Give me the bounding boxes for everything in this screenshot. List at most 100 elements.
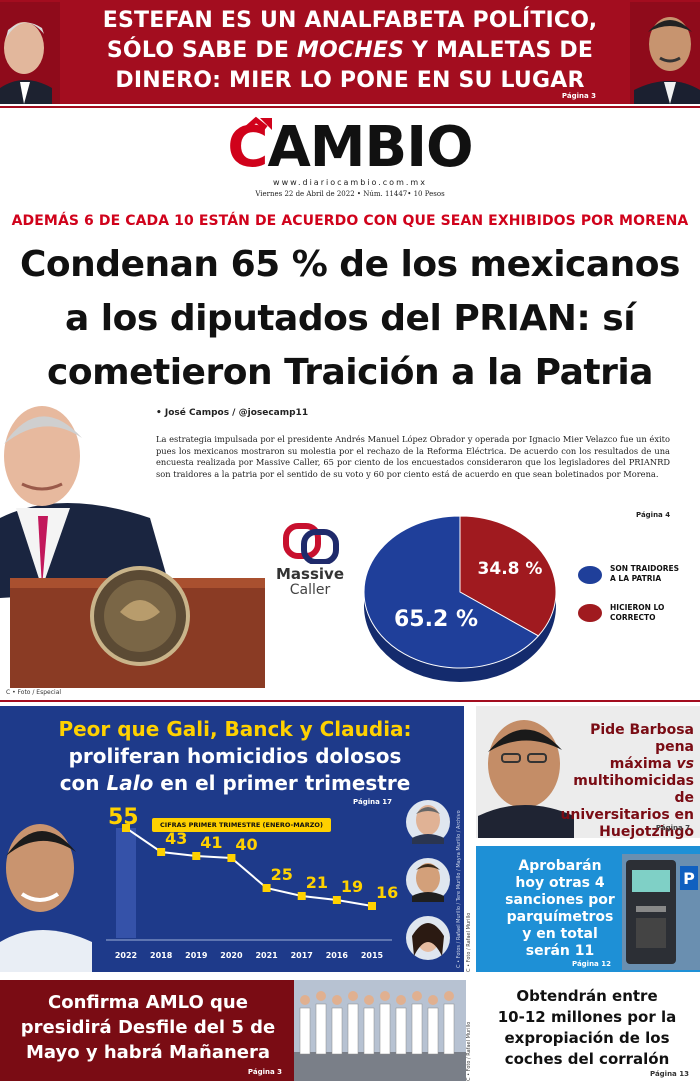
main-headline[interactable]: Condenan 65 % de los mexicanos a los dip… [10, 238, 690, 400]
line-chart-series [125, 827, 373, 907]
amlo-line-2: presidirá Desfile del 5 de [20, 1017, 276, 1038]
line-chart-point-2 [192, 852, 201, 860]
main-story-body: La estrategia impulsada por el president… [156, 434, 670, 479]
amlo-line-1: Confirma AMLO que [48, 992, 248, 1013]
line-chart-category-1: 2018 [150, 951, 173, 960]
barbosa-story[interactable]: Pide Barbosa pena máxima vs multihomicid… [476, 706, 700, 841]
homicide-line-chart[interactable]: 55 2022 43 2018 41 2019 40 2020 25 2021 21 2017 19 20… [0, 706, 464, 972]
line-chart-category-4: 2021 [255, 951, 278, 960]
parking-line-6: serán 11 [525, 943, 595, 959]
svg-text:P: P [683, 869, 695, 888]
pie-slices [363, 515, 557, 682]
homicide-headline-line-3: con Lalo en el primer trimestre [20, 770, 450, 797]
mier-photo [630, 2, 700, 104]
byline[interactable]: • José Campos / @josecamp11 [156, 408, 309, 418]
top-banner-line-2c: Y MALETAS DE [404, 38, 594, 63]
line-chart-category-7: 2015 [361, 951, 384, 960]
homicide-page-ref: Página 17 [353, 798, 392, 806]
homicide-headline-line-1: Peor que Gali, Banck y Claudia: [58, 717, 412, 741]
top-banner-line-2: SÓLO SABE DE MOCHES Y MALETAS DE [72, 36, 628, 66]
homicide-headline[interactable]: Peor que Gali, Banck y Claudia: prolifer… [20, 716, 450, 797]
homicide-headline-line-3a: con [59, 771, 107, 795]
corralon-line-2: 10-12 millones por la [497, 1008, 677, 1026]
homicide-headline-line-3c: en el primer trimestre [153, 771, 411, 795]
legend-swatch-traidores [578, 566, 602, 584]
main-photo-credit: C • Foto / Especial [6, 689, 62, 696]
website[interactable]: www.diariocambio.com.mx [273, 178, 427, 187]
barbosa-headline: Pide Barbosa pena máxima vs multihomicid… [556, 722, 694, 841]
lalo-photo [0, 824, 92, 972]
legend-label-correcto: HICIERON LO CORRECTO [610, 603, 664, 623]
parking-line-4: parquímetros [506, 909, 614, 925]
line-chart-category-5: 2017 [291, 951, 313, 960]
barbosa-line-3: multihomicidas de [573, 773, 694, 806]
chart-label: CIFRAS PRIMER TRIMESTRE (ENERO-MARZO) [152, 818, 331, 832]
homicide-photo-credit: C • Fotos / Rafael Murillo / Tere Murill… [456, 810, 462, 968]
top-banner-line-1: ESTEFAN ES UN ANALFABETA POLÍTICO, [102, 8, 598, 33]
line-chart-marks: 55 2022 43 2018 41 2019 40 2020 25 2021 21 2017 19 20… [108, 805, 398, 960]
poll-pie-chart[interactable]: 65.2 % 34.8 % [360, 508, 570, 688]
line-chart-value-1: 43 [165, 829, 187, 848]
pie-slice-1 [459, 515, 557, 637]
parking-story[interactable]: Aprobarán hoy otras 4 sanciones por parq… [476, 846, 700, 972]
barbosa-photo [478, 720, 574, 838]
line-chart-value-3: 40 [235, 835, 257, 854]
estefan-photo [0, 2, 60, 104]
line-chart-category-0: 2022 [115, 951, 137, 960]
corralon-story[interactable]: Obtendrán entre 10-12 millones por la ex… [484, 986, 690, 1070]
barbosa-line-2b: vs [676, 756, 694, 772]
parking-meter-photo: P [622, 854, 700, 970]
masthead-divider [0, 106, 700, 108]
barbosa-line-4: universitarios en [560, 807, 694, 823]
legend-label-correcto-1: HICIERON LO [610, 603, 665, 612]
legend-label-correcto-2: CORRECTO [610, 613, 656, 622]
homicide-headline-line-2: proliferan homicidios dolosos [68, 744, 402, 768]
logo-arrow-icon [238, 116, 272, 136]
corralon-line-3: expropiación de los [504, 1029, 670, 1047]
top-banner[interactable]: ESTEFAN ES UN ANALFABETA POLÍTICO, SÓLO … [0, 0, 700, 104]
homicide-story[interactable]: Peor que Gali, Banck y Claudia: prolifer… [0, 706, 464, 972]
top-banner-headline[interactable]: ESTEFAN ES UN ANALFABETA POLÍTICO, SÓLO … [72, 6, 628, 96]
main-kicker: ADEMÁS 6 DE CADA 10 ESTÁN DE ACUERDO CON… [11, 213, 689, 229]
parade-illustration [294, 980, 466, 1081]
amlo-headline: Confirma AMLO que presidirá Desfile del … [8, 990, 288, 1065]
main-headline-line-3: cometieron Traición a la Patria [47, 352, 653, 393]
massive-caller-logo-icon [283, 523, 339, 564]
parade-photo [294, 980, 466, 1081]
line-chart-point-5 [297, 892, 306, 900]
line-chart-value-7: 16 [376, 883, 398, 902]
parking-line-3: sanciones por [505, 892, 615, 908]
corralon-line-1: Obtendrán entre [516, 987, 658, 1005]
pie-slice-0 [363, 515, 540, 669]
barbosa-line-2a: máxima [609, 756, 677, 772]
line-chart-point-3 [227, 854, 236, 862]
parking-line-2: hoy otras 4 [515, 875, 605, 891]
main-headline-line-2: a los diputados del PRIAN: sí [64, 298, 636, 339]
legend-label-traidores-1: SON TRAIDORES [610, 564, 680, 573]
amlo-parade-story[interactable]: Confirma AMLO que presidirá Desfile del … [0, 980, 294, 1081]
top-banner-page-ref: Página 3 [561, 92, 596, 100]
parking-photo-credit: C • Foto / Rafael Murillo [466, 912, 472, 972]
predecessor-photos [406, 800, 450, 960]
amlo-page-ref: Página 3 [247, 1068, 282, 1076]
logo-rest: AMBIO [267, 115, 473, 180]
cambio-logo[interactable]: CAMBIO [218, 118, 482, 178]
pie-value-label-1: 34.8 % [478, 559, 543, 579]
date-line: Viernes 22 de Abril de 2022 • Núm. 11447… [255, 190, 445, 198]
parking-headline: Aprobarán hoy otras 4 sanciones por parq… [482, 858, 638, 960]
line-chart-point-4 [262, 884, 271, 892]
line-chart-category-3: 2020 [220, 951, 243, 960]
line-chart-highlight-bar [116, 828, 136, 938]
amlo-photo-credit: C • Foto / Rafael Murillo [466, 1021, 472, 1081]
homicide-headline-line-3b: Lalo [106, 771, 154, 795]
main-headline-line-1: Condenan 65 % de los mexicanos [20, 244, 680, 285]
corralon-page-ref: Página 13 [650, 1070, 689, 1078]
parking-page-ref: Página 12 [572, 960, 611, 968]
legend-label-traidores: SON TRAIDORES A LA PATRIA [610, 564, 679, 584]
amlo-line-3: Mayo y habrá Mañanera [25, 1042, 271, 1063]
top-banner-line-3: DINERO: MIER LO PONE EN SU LUGAR [115, 68, 585, 93]
line-chart-point-0 [122, 824, 130, 832]
line-chart-value-4: 25 [271, 865, 293, 884]
barbosa-line-1: Pide Barbosa pena [590, 722, 694, 755]
barbosa-line-2: máxima vs [556, 756, 694, 773]
